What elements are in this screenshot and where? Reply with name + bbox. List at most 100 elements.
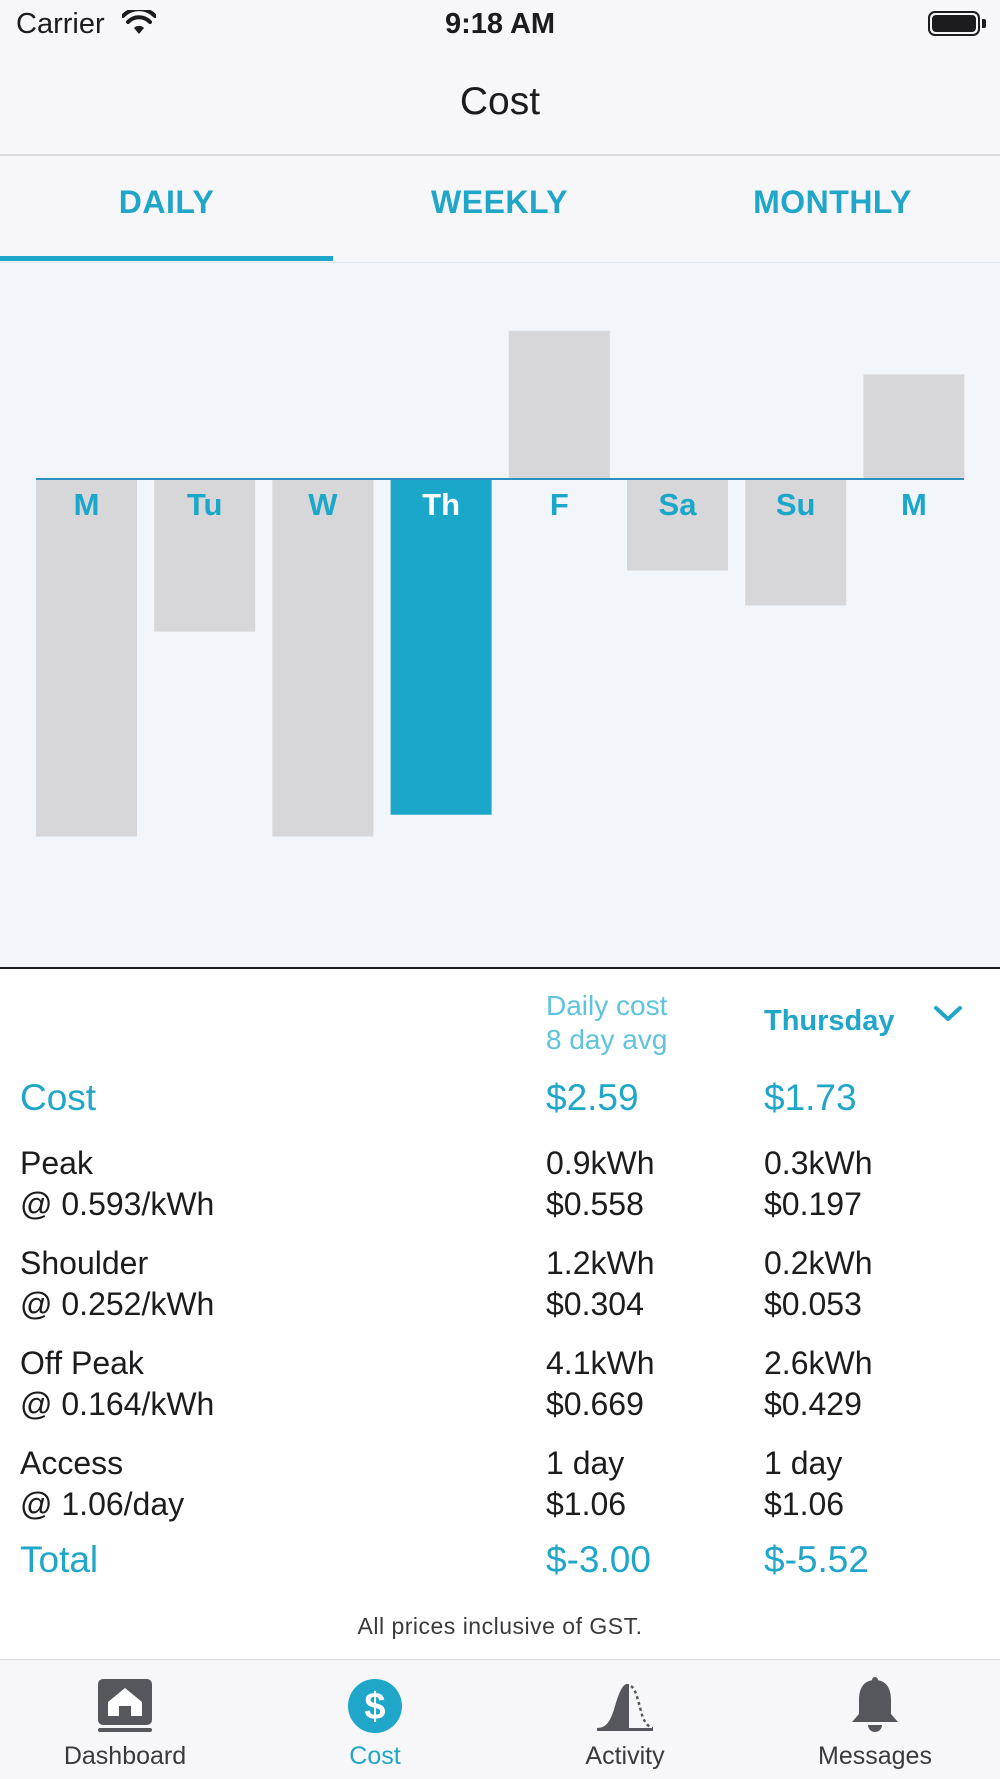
tab-bar-messages[interactable]: Messages: [750, 1660, 1000, 1779]
day-label-3: Th: [422, 487, 460, 522]
bar-f-4[interactable]: [508, 330, 610, 479]
tab-bar-label: Cost: [349, 1742, 401, 1770]
tab-weekly[interactable]: WEEKLY: [431, 184, 568, 220]
row-label-line2: @ 1.06/day: [20, 1486, 185, 1522]
row-label-line2: @ 0.164/kWh: [20, 1386, 215, 1422]
row-label: Shoulder @ 0.252/kWh: [20, 1243, 214, 1325]
svg-text:$: $: [364, 1686, 385, 1728]
row-avg-value: 0.9kWh $0.558: [546, 1143, 654, 1225]
bar-tu-1[interactable]: [154, 479, 256, 632]
row-day-line2: $0.053: [764, 1286, 862, 1322]
bar-su-6[interactable]: [745, 479, 847, 606]
bar-th-3[interactable]: [390, 479, 492, 815]
row-day-value: $1.73: [764, 1077, 857, 1118]
daily-cost-chart: M Tu W Th F Sa Su M: [0, 263, 1000, 969]
row-avg-value: 1 day $1.06: [546, 1443, 626, 1525]
row-label: Cost: [20, 1077, 96, 1118]
day-label-4: F: [550, 487, 569, 522]
row-avg-value: 4.1kWh $0.669: [546, 1343, 654, 1425]
row-day-value: 1 day $1.06: [764, 1443, 844, 1525]
day-label-2: W: [308, 487, 338, 522]
navigation-bar: Cost: [0, 54, 1000, 156]
tab-bar-label: Activity: [585, 1742, 665, 1770]
tab-daily[interactable]: DAILY: [118, 184, 215, 220]
row-avg-value: $-3.00: [546, 1539, 651, 1580]
avg-header-line1: Daily cost: [546, 990, 668, 1021]
bar-w-2[interactable]: [272, 479, 374, 837]
row-day-line1: 0.3kWh: [764, 1145, 873, 1181]
row-label-line2: @ 0.252/kWh: [20, 1286, 215, 1322]
tab-bar-dashboard[interactable]: Dashboard: [0, 1660, 250, 1779]
gst-footnote: All prices inclusive of GST.: [357, 1613, 643, 1639]
row-day-line1: $-5.52: [764, 1539, 869, 1580]
row-avg-line2: $0.669: [546, 1386, 644, 1422]
page-title: Cost: [459, 80, 541, 123]
row-label-line1: Off Peak: [20, 1345, 144, 1381]
day-label-7: M: [901, 487, 927, 522]
row-label: Access @ 1.06/day: [20, 1443, 184, 1525]
chevron-down-icon[interactable]: [932, 1003, 964, 1025]
avg-header-line2: 8 day avg: [546, 1024, 668, 1055]
bar-m-7[interactable]: [863, 374, 965, 479]
row-label: Total: [20, 1539, 98, 1580]
row-label-line1: Shoulder: [20, 1245, 149, 1281]
avg-column-header: Daily cost 8 day avg: [546, 989, 667, 1057]
row-day-line1: 0.2kWh: [764, 1245, 873, 1281]
row-day-value: $-5.52: [764, 1539, 869, 1580]
row-avg-line2: $1.06: [546, 1486, 627, 1522]
row-day-line1: 2.6kWh: [764, 1345, 873, 1381]
row-label-line1: Peak: [20, 1145, 93, 1181]
bar-sa-5[interactable]: [627, 479, 728, 571]
period-tabs: DAILY WEEKLY MONTHLY: [0, 156, 1000, 263]
day-label-6: Su: [776, 487, 816, 522]
row-label: Peak @ 0.593/kWh: [20, 1143, 214, 1225]
bar-chart-svg: M Tu W Th F Sa Su M: [36, 330, 965, 837]
row-avg-line1: $-3.00: [546, 1539, 651, 1580]
row-label: Off Peak @ 0.164/kWh: [20, 1343, 214, 1425]
active-tab-indicator: [0, 256, 333, 261]
battery-tip: [982, 19, 986, 28]
row-day-line1: 1 day: [764, 1445, 843, 1481]
row-label-line1: Total: [20, 1539, 99, 1580]
tab-monthly[interactable]: MONTHLY: [753, 184, 912, 220]
row-label-line1: Access: [20, 1445, 124, 1481]
row-day-value: 2.6kWh $0.429: [764, 1343, 872, 1425]
bar-m-0[interactable]: [36, 479, 137, 837]
row-avg-line1: 1 day: [546, 1445, 625, 1481]
row-label-line2: @ 0.593/kWh: [20, 1186, 215, 1222]
dollar-icon: $: [348, 1679, 402, 1733]
tab-bar-label: Dashboard: [63, 1742, 187, 1770]
row-avg-line1: 0.9kWh: [546, 1145, 655, 1181]
tab-bar-cost[interactable]: $ Cost: [250, 1660, 500, 1779]
tab-bar-label: Messages: [818, 1742, 932, 1770]
row-label-line1: Cost: [20, 1077, 97, 1118]
day-label-0: M: [74, 487, 100, 522]
row-day-line2: $0.429: [764, 1386, 862, 1422]
day-label-1: Tu: [187, 487, 223, 522]
row-avg-line1: 4.1kWh: [546, 1345, 655, 1381]
day-selector-label[interactable]: Thursday: [764, 1005, 895, 1037]
home-icon: [98, 1679, 152, 1732]
row-day-value: 0.2kWh $0.053: [764, 1243, 872, 1325]
bell-icon: [852, 1677, 898, 1732]
row-avg-line1: 1.2kWh: [546, 1245, 655, 1281]
tab-bar-activity[interactable]: Activity: [500, 1660, 750, 1779]
row-day-line1: $1.73: [764, 1077, 857, 1118]
row-day-value: 0.3kWh $0.197: [764, 1143, 872, 1225]
carrier-name: Carrier: [16, 8, 105, 40]
row-day-line2: $1.06: [764, 1486, 845, 1522]
row-avg-value: $2.59: [546, 1077, 639, 1118]
battery-icon: [928, 11, 980, 36]
day-label-5: Sa: [659, 487, 698, 522]
status-bar: Carrier 9:18 AM: [0, 0, 1000, 54]
row-avg-value: 1.2kWh $0.304: [546, 1243, 654, 1325]
row-avg-line1: $2.59: [546, 1077, 639, 1118]
wifi-icon: [122, 10, 156, 34]
row-avg-line2: $0.304: [546, 1286, 644, 1322]
row-day-line2: $0.197: [764, 1186, 862, 1222]
clock: 9:18 AM: [444, 8, 556, 40]
tab-bar: Dashboard $ Cost Activity Messages: [0, 1659, 1000, 1779]
activity-icon: [597, 1684, 654, 1731]
cost-breakdown: Daily cost 8 day avg Thursday Cost $2.59 $…: [0, 969, 1000, 1659]
row-avg-line2: $0.558: [546, 1186, 644, 1222]
